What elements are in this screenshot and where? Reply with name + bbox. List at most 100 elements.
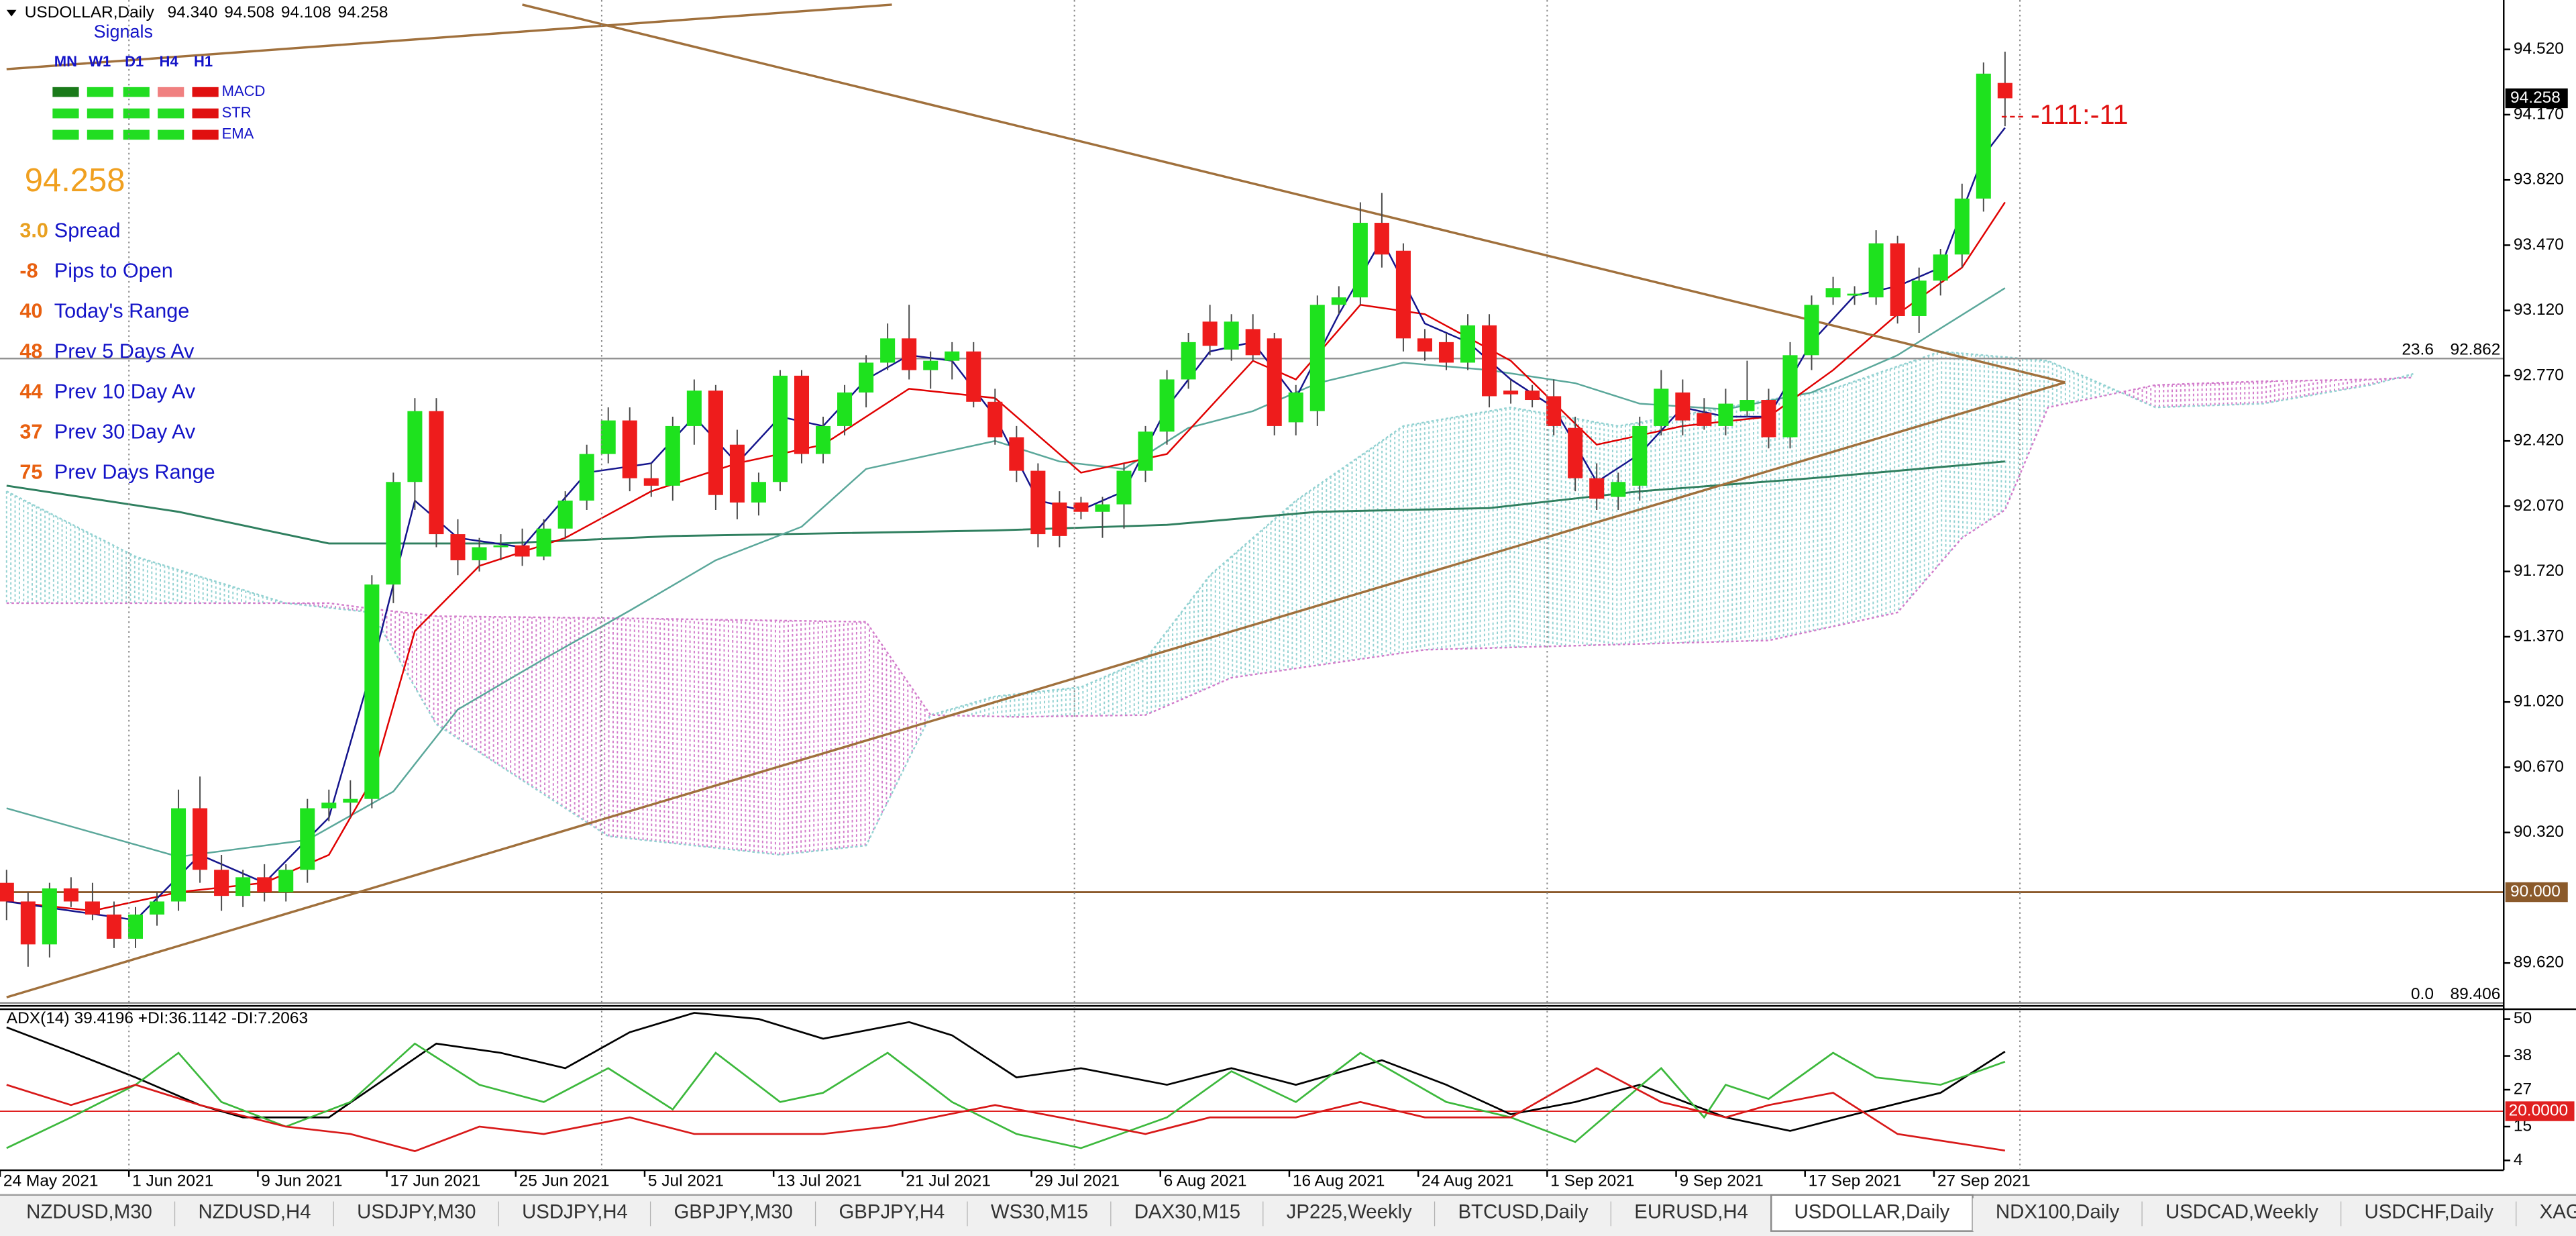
tab-label[interactable]: NZDUSD,M30	[26, 1200, 152, 1223]
ohlc-value: 94.340	[168, 3, 218, 21]
candle-body	[1245, 329, 1260, 356]
candle-body	[429, 411, 444, 535]
candle-body	[1911, 280, 1927, 316]
candle-body	[1181, 342, 1196, 380]
candle-body	[1438, 342, 1454, 363]
tab-label[interactable]: JP225,Weekly	[1287, 1200, 1413, 1223]
signal-cell	[192, 130, 219, 140]
candle-body	[1395, 250, 1411, 339]
y-tick-label: 93.820	[2514, 170, 2564, 189]
signal-column: H4	[160, 53, 179, 70]
tab-label[interactable]: WS30,M15	[991, 1200, 1088, 1223]
candle-body	[966, 351, 981, 402]
signal-cell	[87, 130, 113, 140]
tab-background[interactable]	[2142, 1198, 2342, 1231]
tab-label[interactable]: USDOLLAR,Daily	[1794, 1200, 1950, 1223]
y-tick-label: 4	[2514, 1151, 2523, 1169]
tab-label[interactable]: BTCUSD,Daily	[1458, 1200, 1589, 1223]
candle-body	[1654, 389, 1669, 426]
tab-label[interactable]: USDJPY,H4	[522, 1200, 628, 1223]
x-tick-label: 17 Jun 2021	[390, 1172, 480, 1190]
indicator-line	[6, 1012, 2006, 1132]
tab-label[interactable]: DAX30,M15	[1134, 1200, 1240, 1223]
candle-body	[536, 528, 551, 557]
x-tick-label: 27 Sep 2021	[1937, 1172, 2031, 1190]
tab[interactable]: EURUSD,H4	[1611, 1198, 1772, 1231]
tab[interactable]: XAGUSD,H4	[2516, 1198, 2576, 1231]
candle-body	[343, 799, 358, 803]
price-tag-label: 90.000	[2510, 882, 2561, 900]
chart-title: USDOLLAR,Daily	[25, 3, 155, 21]
tab[interactable]: NZDUSD,M30	[3, 1198, 176, 1231]
tab-background[interactable]	[651, 1198, 816, 1231]
candle-body	[751, 482, 766, 503]
candle-body	[1976, 73, 1991, 199]
tab-label[interactable]: GBPJPY,M30	[674, 1200, 792, 1223]
tab[interactable]: BTCUSD,Daily	[1435, 1198, 1613, 1231]
tab-label[interactable]: NZDUSD,H4	[198, 1200, 311, 1223]
candle-body	[1933, 254, 1948, 281]
tab-background[interactable]	[967, 1198, 1112, 1231]
tab-label[interactable]: GBPJPY,H4	[839, 1200, 945, 1223]
y-tick-label: 92.420	[2514, 431, 2564, 450]
ohlc-value: 94.258	[338, 3, 388, 21]
tab-background[interactable]	[2516, 1198, 2576, 1231]
candle-body	[214, 870, 229, 896]
tab-background[interactable]	[816, 1198, 968, 1231]
candle-body	[600, 420, 616, 454]
tab[interactable]: JP225,Weekly	[1263, 1198, 1436, 1231]
tab-background[interactable]	[498, 1198, 651, 1231]
adx-pane	[0, 1012, 2504, 1153]
tab[interactable]: DAX30,M15	[1111, 1198, 1265, 1231]
candle-body	[1589, 478, 1605, 499]
candle-body	[1782, 355, 1798, 437]
tab[interactable]: GBPJPY,M30	[651, 1198, 817, 1231]
tab-label[interactable]: NDX100,Daily	[1996, 1200, 2120, 1223]
tab[interactable]: USDCAD,Weekly	[2142, 1198, 2343, 1231]
tab-label[interactable]: EURUSD,H4	[1634, 1200, 1748, 1223]
tab-background[interactable]	[3, 1198, 176, 1231]
x-tick-label: 24 May 2021	[3, 1172, 99, 1190]
tab[interactable]: NZDUSD,H4	[175, 1198, 335, 1231]
candle-body	[859, 362, 874, 393]
candle-body	[1116, 470, 1132, 505]
candle-body	[987, 401, 1003, 437]
signal-name: EMA	[222, 125, 254, 142]
tab-label[interactable]: USDJPY,M30	[357, 1200, 476, 1223]
x-tick-label: 5 Jul 2021	[648, 1172, 724, 1190]
tab-background[interactable]	[1435, 1198, 1611, 1231]
trendline	[6, 381, 2066, 998]
tab-label[interactable]: USDCHF,Daily	[2364, 1200, 2493, 1223]
tab-label[interactable]: XAGUSD,H4	[2540, 1200, 2576, 1223]
signal-cell	[192, 108, 219, 119]
menu-arrow	[6, 9, 17, 17]
tab-background[interactable]	[333, 1198, 499, 1231]
tab[interactable]: WS30,M15	[967, 1198, 1112, 1231]
tab[interactable]: USDOLLAR,Daily	[1770, 1194, 1974, 1232]
tab[interactable]: GBPJPY,H4	[816, 1198, 969, 1231]
tab-background[interactable]	[175, 1198, 334, 1231]
tab-background[interactable]	[1611, 1198, 1772, 1231]
candle-body	[193, 808, 208, 870]
candle-body	[837, 392, 853, 426]
tab-background[interactable]	[2341, 1198, 2517, 1231]
x-tick-label: 6 Aug 2021	[1164, 1172, 1247, 1190]
candle-body	[1460, 325, 1476, 363]
candle-body	[1224, 321, 1239, 350]
tab-background[interactable]	[1770, 1194, 1974, 1232]
tab-background[interactable]	[1972, 1198, 2143, 1231]
tab[interactable]: USDJPY,M30	[333, 1198, 500, 1231]
candle-body	[472, 547, 487, 560]
tab[interactable]: USDCHF,Daily	[2341, 1198, 2518, 1231]
candle-body	[1739, 400, 1755, 411]
candle-body	[579, 454, 594, 501]
tab-label[interactable]: USDCAD,Weekly	[2165, 1200, 2318, 1223]
tab[interactable]: USDJPY,H4	[498, 1198, 652, 1231]
candle-body	[257, 877, 272, 892]
price-tag	[2505, 882, 2568, 903]
annotation: -111:-11	[2031, 99, 2129, 130]
tab-background[interactable]	[1111, 1198, 1264, 1231]
tab[interactable]: NDX100,Daily	[1972, 1198, 2143, 1231]
candle-body	[1352, 223, 1368, 298]
tab-background[interactable]	[1263, 1198, 1436, 1231]
